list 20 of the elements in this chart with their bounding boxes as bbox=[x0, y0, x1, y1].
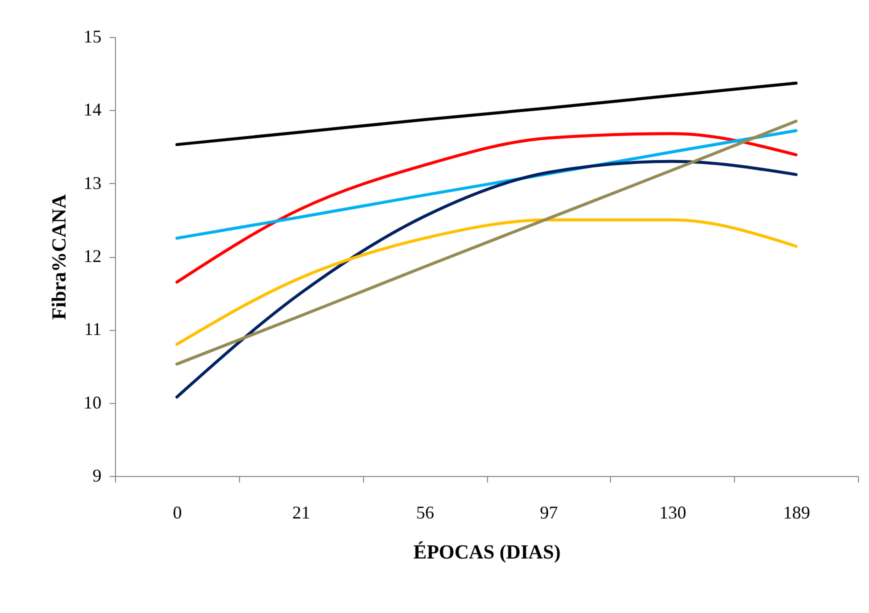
x-tick-label: 97 bbox=[540, 502, 558, 522]
y-tick-label: 14 bbox=[84, 100, 102, 120]
x-tick-label: 130 bbox=[659, 502, 686, 522]
x-tick-label: 189 bbox=[783, 502, 810, 522]
y-tick-label: 12 bbox=[84, 246, 102, 266]
line-series bbox=[175, 82, 798, 146]
line-series bbox=[175, 218, 798, 346]
line-series bbox=[175, 160, 798, 398]
y-axis-title: Fibra%CANA bbox=[48, 194, 70, 320]
line-series bbox=[175, 120, 798, 366]
x-tick-label: 56 bbox=[416, 502, 434, 522]
x-tick-label: 21 bbox=[292, 502, 310, 522]
y-tick-label: 15 bbox=[84, 26, 102, 46]
y-tick-label: 10 bbox=[84, 392, 102, 412]
x-axis-title: ÉPOCAS (DIAS) bbox=[413, 540, 561, 564]
y-tick-label: 13 bbox=[84, 172, 102, 193]
line-series bbox=[175, 132, 798, 284]
y-tick-label: 11 bbox=[84, 319, 102, 340]
x-tick-label: 0 bbox=[172, 502, 182, 522]
y-tick-label: 9 bbox=[92, 466, 102, 486]
